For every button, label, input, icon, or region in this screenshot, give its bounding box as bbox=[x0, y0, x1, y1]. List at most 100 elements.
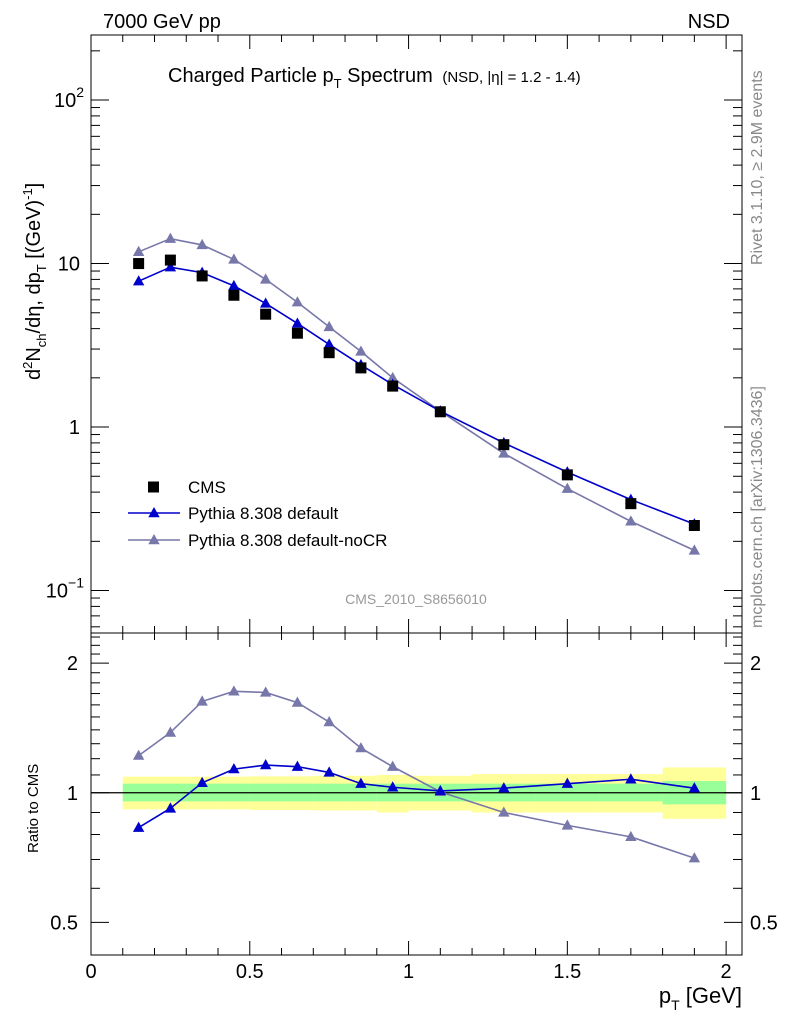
legend-marker-2 bbox=[148, 534, 160, 545]
tick-labels: 10−1 1 10 102 0.5 0.5 1 1 2 2 0 0.5 1 1.5 2 bbox=[46, 84, 778, 983]
ratio-series-nocr-point bbox=[323, 716, 335, 727]
ratio-series-nocr-point bbox=[561, 819, 574, 830]
series-default-point bbox=[323, 338, 335, 349]
series-nocr-point bbox=[355, 345, 367, 356]
ratio-series-default-point bbox=[164, 802, 177, 813]
series-nocr-point bbox=[625, 515, 637, 526]
ratio-y-tick-label: 2 bbox=[67, 653, 78, 675]
ratio-y-tick-label: 1 bbox=[67, 783, 78, 805]
series-default-point bbox=[164, 261, 177, 272]
series-default-point bbox=[132, 275, 145, 286]
series-cms-point bbox=[323, 347, 335, 359]
ratio-series-default-point bbox=[259, 759, 272, 770]
series-cms-point bbox=[434, 406, 446, 418]
ratio-series bbox=[132, 685, 701, 863]
chart-marks: 10−1 1 10 102 0.5 0.5 1 1 2 2 0 0.5 1 1.5 2 CMS Pythia 8… bbox=[46, 35, 778, 983]
ratio-series-default-point bbox=[625, 773, 637, 784]
series-nocr-point bbox=[196, 238, 208, 250]
series-cms-point bbox=[291, 327, 303, 339]
legend-label: Pythia 8.308 default-noCR bbox=[188, 531, 387, 550]
x-tick-label: 1 bbox=[403, 961, 414, 983]
legend-marker-cms bbox=[148, 481, 159, 493]
ratio-series-nocr-point bbox=[291, 696, 304, 707]
series-cms-point bbox=[260, 308, 272, 320]
ratio-y-tick-label-right: 1 bbox=[750, 783, 761, 805]
series-cms-point bbox=[164, 254, 176, 266]
x-tick-label: 1.5 bbox=[553, 961, 581, 983]
series-nocr-point bbox=[132, 245, 145, 257]
series-cms-point bbox=[355, 362, 367, 374]
ratio-series-default-point bbox=[561, 777, 574, 788]
ratio-series-default-line bbox=[138, 764, 695, 829]
series-nocr-point bbox=[323, 320, 335, 332]
series-nocr-point bbox=[259, 273, 272, 284]
series-nocr-point bbox=[561, 482, 574, 493]
main-title-main: Charged Particle p bbox=[168, 65, 334, 87]
ratio-series-nocr-point bbox=[625, 830, 637, 842]
side-label-bottom: mcplots.cern.ch [arXiv:1306.3436] bbox=[749, 386, 766, 628]
main-series bbox=[132, 232, 701, 555]
x-tick-label: 0 bbox=[85, 961, 96, 983]
ratio-series-default-point bbox=[688, 782, 701, 793]
series-default-point bbox=[259, 297, 272, 308]
series-default-point bbox=[228, 279, 240, 291]
series-cms-point bbox=[561, 469, 573, 481]
ratio-series-nocr-point bbox=[196, 695, 208, 706]
legend-label: CMS bbox=[188, 478, 226, 497]
ratio-y-tick-label: 0.5 bbox=[50, 912, 78, 934]
x-axis-label: pT [GeV] bbox=[659, 983, 742, 1013]
main-y-tick-label: 102 bbox=[54, 84, 84, 112]
ratio-series-default-point bbox=[386, 781, 399, 792]
main-y-tick-label: 1 bbox=[69, 417, 80, 439]
main-title: Charged Particle pT Spectrum (NSD, |η| =… bbox=[168, 65, 581, 91]
ratio-series-default-point bbox=[498, 782, 510, 793]
ratio-series-nocr-point bbox=[132, 749, 145, 760]
series-cms-point bbox=[387, 380, 399, 392]
header-left: 7000 GeV pp bbox=[103, 11, 221, 33]
ratio-y-tick-label-right: 2 bbox=[750, 653, 761, 675]
ratio-series-nocr-point bbox=[228, 685, 240, 696]
ratio-series-nocr-point bbox=[688, 852, 701, 863]
ratio-series-nocr-point bbox=[386, 760, 399, 771]
x-axis-label-subscript: T bbox=[671, 997, 680, 1013]
ratio-series-nocr-line bbox=[138, 690, 695, 859]
series-nocr-point bbox=[164, 232, 177, 243]
ratio-series-default-point bbox=[196, 776, 208, 787]
main-title-note: (NSD, |η| = 1.2 - 1.4) bbox=[442, 69, 580, 86]
ratio-plot-frame bbox=[90, 632, 743, 956]
x-tick-label: 2 bbox=[721, 961, 732, 983]
series-cms-point bbox=[688, 519, 700, 531]
ratio-series-default-point bbox=[323, 766, 335, 777]
series-cms-point bbox=[196, 270, 208, 282]
main-title-subscript: T bbox=[334, 76, 342, 91]
legend: CMS Pythia 8.308 default Pythia 8.308 defa… bbox=[128, 478, 387, 550]
ratio-y-axis-label: Ratio to CMS bbox=[25, 764, 42, 853]
main-title-after: Spectrum bbox=[342, 65, 433, 87]
main-plot-panel: Charged Particle pT Spectrum (NSD, |η| =… bbox=[20, 34, 743, 634]
main-y-tick-label: 10 bbox=[58, 254, 80, 276]
legend-label: Pythia 8.308 default bbox=[188, 504, 339, 523]
legend-marker-1 bbox=[148, 507, 160, 518]
series-cms-point bbox=[133, 258, 145, 270]
series-nocr-point bbox=[291, 296, 304, 307]
ratio-series-nocr-point bbox=[164, 726, 177, 737]
series-cms-point bbox=[625, 498, 637, 510]
watermark: CMS_2010_S8656010 bbox=[345, 591, 487, 607]
series-nocr-point bbox=[688, 544, 701, 555]
side-label-top: Rivet 3.1.10, ≥ 2.9M events bbox=[749, 70, 766, 265]
ratio-series-default-point bbox=[291, 760, 304, 771]
ratio-series-default-point bbox=[132, 821, 145, 832]
series-nocr-point bbox=[386, 371, 399, 383]
series-cms-point bbox=[498, 439, 510, 451]
x-tick-label: 0.5 bbox=[236, 961, 264, 983]
axis-ticks bbox=[90, 35, 742, 955]
ratio-plot-panel: Ratio to CMS pT [GeV] bbox=[25, 632, 743, 1013]
ratio-y-tick-label-right: 0.5 bbox=[750, 912, 778, 934]
x-axis-label-main: p bbox=[659, 983, 671, 1008]
ratio-series-nocr-point bbox=[355, 742, 367, 753]
series-cms-point bbox=[228, 289, 240, 301]
header-right: NSD bbox=[688, 11, 730, 33]
ratio-series-default-point bbox=[434, 784, 447, 796]
series-default-point bbox=[291, 317, 304, 328]
